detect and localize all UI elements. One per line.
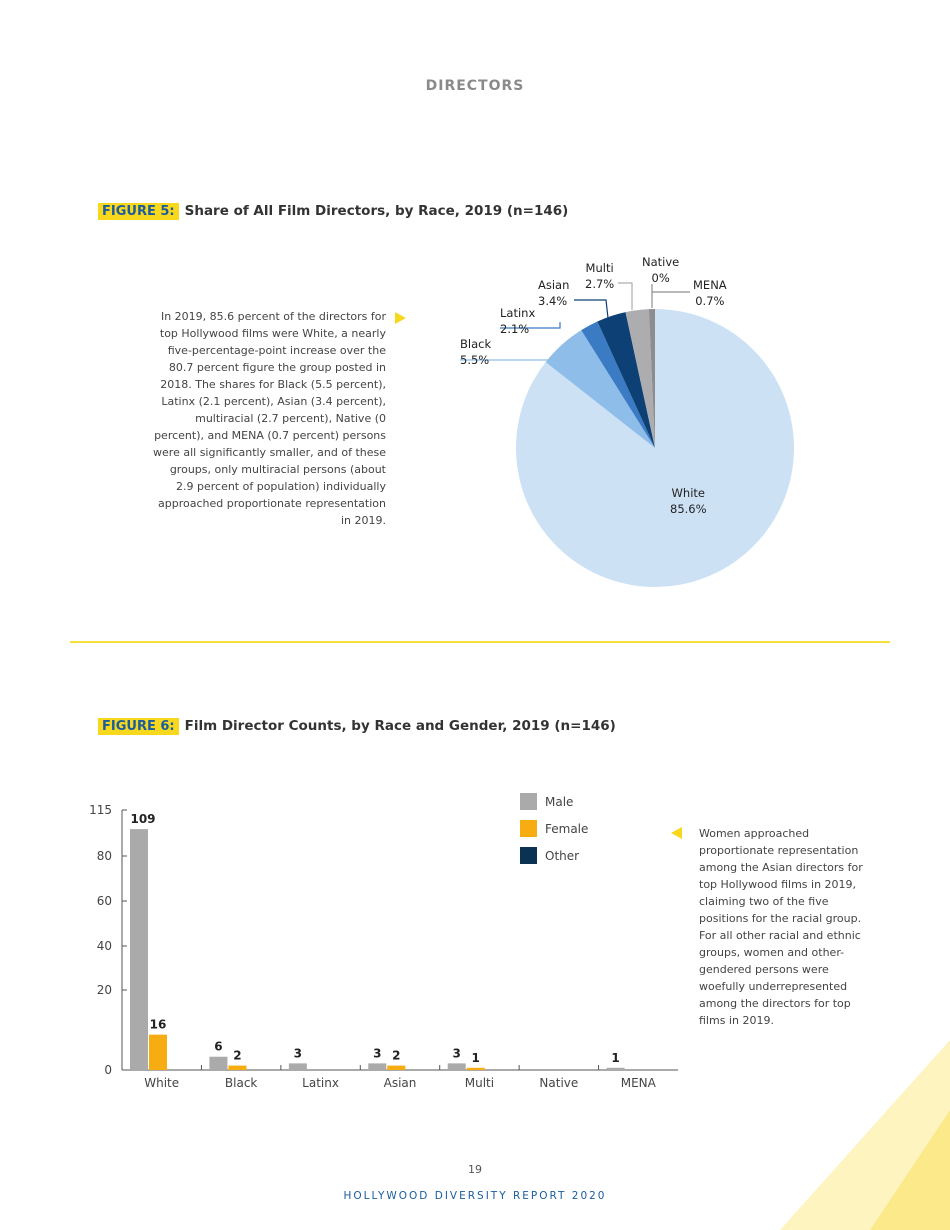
leader-line-asian	[574, 299, 609, 319]
pie-label-black: Black	[460, 337, 492, 351]
figure5-note: In 2019, 85.6 percent of the directors f…	[153, 310, 386, 527]
y-tick-label: 115	[89, 803, 112, 817]
page-number: 19	[468, 1163, 482, 1176]
leader-line-latinx	[500, 322, 561, 329]
x-tick-label-latinx: Latinx	[302, 1076, 339, 1090]
legend-label-female: Female	[545, 822, 588, 836]
leader-line-multi	[618, 282, 633, 310]
section-title: DIRECTORS	[425, 78, 525, 94]
pie-label-multi: Multi	[585, 261, 614, 275]
pie-value-white: 85.6%	[670, 502, 707, 516]
pie-label-native: Native	[642, 255, 680, 269]
pie-value-native: 0%	[651, 271, 670, 285]
pie-slice-multi	[625, 309, 655, 448]
x-tick-label-black: Black	[225, 1076, 258, 1090]
pie-slice-asian	[597, 312, 655, 448]
y-tick-label: 60	[97, 894, 112, 908]
data-label: 1	[472, 1051, 480, 1065]
report-title: HOLLYWOOD DIVERSITY REPORT 2020	[343, 1190, 607, 1202]
pie-slice-mena	[648, 309, 655, 448]
figure5-tag: FIGURE 5:	[98, 203, 179, 220]
pie-value-black: 5.5%	[460, 353, 490, 367]
bar-male-black	[209, 1056, 228, 1070]
pie-label-asian: Asian	[538, 278, 570, 292]
legend-label-male: Male	[545, 795, 573, 809]
bar-male-mena	[606, 1067, 625, 1070]
data-label: 2	[392, 1049, 400, 1063]
y-tick-label: 0	[104, 1063, 112, 1077]
figure5-title: Share of All Film Directors, by Race, 20…	[184, 203, 569, 219]
figure6-heading: FIGURE 6: Film Director Counts, by Race a…	[98, 715, 616, 735]
bar-male-white	[130, 829, 148, 1070]
pie-label-white: White	[671, 486, 705, 500]
bar-male-asian	[368, 1063, 387, 1070]
leader-line-black	[460, 354, 580, 361]
x-tick-label-asian: Asian	[384, 1076, 417, 1090]
legend-swatch-female	[520, 820, 537, 837]
pie-value-asian: 3.4%	[538, 294, 568, 308]
y-tick-label: 40	[97, 939, 112, 953]
pie-label-latinx: Latinx	[500, 306, 536, 320]
y-tick-label: 20	[97, 983, 112, 997]
bar-female-white	[149, 1034, 167, 1070]
data-label: 109	[130, 812, 155, 826]
figure6-tag: FIGURE 6:	[98, 718, 179, 735]
figure5-heading: FIGURE 5: Share of All Film Directors, by…	[98, 200, 569, 220]
data-label: 3	[373, 1046, 381, 1060]
bar-female-asian	[387, 1065, 406, 1070]
data-label: 3	[453, 1046, 461, 1060]
figure6-note: Women approached proportionate represent…	[699, 827, 863, 1027]
bar-chart: 020406080115White10916Black62Latinx3Asia…	[89, 793, 678, 1090]
x-tick-label-white: White	[144, 1076, 179, 1090]
data-label: 1	[611, 1051, 619, 1065]
pie-chart	[460, 282, 795, 588]
y-tick-label: 80	[97, 849, 112, 863]
data-label: 16	[150, 1018, 167, 1032]
figure6-title: Film Director Counts, by Race and Gender…	[184, 718, 616, 734]
data-label: 6	[214, 1040, 222, 1054]
pointer-arrow-icon	[395, 312, 406, 324]
bar-male-multi	[447, 1063, 466, 1070]
legend-label-other: Other	[545, 849, 579, 863]
pie-slice-latinx	[581, 321, 655, 448]
pie-label-mena: MENA	[693, 278, 727, 292]
x-tick-label-multi: Multi	[465, 1076, 494, 1090]
pie-value-latinx: 2.1%	[500, 322, 530, 336]
bar-female-multi	[466, 1067, 485, 1070]
pointer-arrow-icon	[671, 827, 682, 839]
x-tick-label-mena: MENA	[621, 1076, 657, 1090]
bar-female-black	[228, 1065, 247, 1070]
pie-value-multi: 2.7%	[585, 277, 615, 291]
pie-slice-white	[516, 309, 795, 588]
data-label: 2	[233, 1049, 241, 1063]
data-label: 3	[294, 1046, 302, 1060]
x-tick-label-native: Native	[539, 1076, 578, 1090]
pie-value-mena: 0.7%	[695, 294, 725, 308]
legend-swatch-male	[520, 793, 537, 810]
legend-swatch-other	[520, 847, 537, 864]
bar-male-latinx	[288, 1063, 307, 1070]
